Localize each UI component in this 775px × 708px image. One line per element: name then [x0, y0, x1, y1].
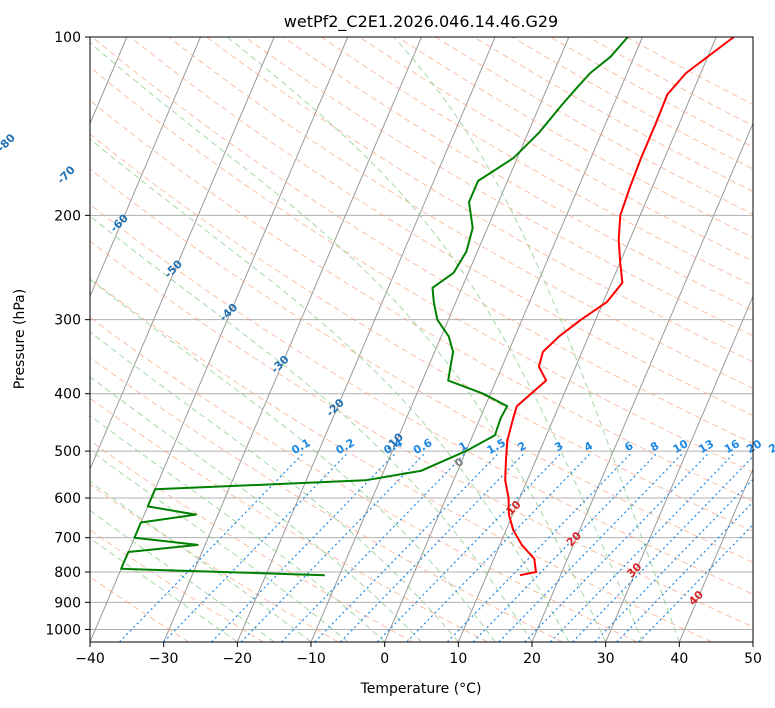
x-tick-label: 30	[597, 651, 615, 667]
y-tick-label: 200	[54, 208, 81, 224]
mixing-ratio-line	[638, 523, 753, 642]
mixing-ratio-line	[594, 478, 753, 642]
isotherm-line	[163, 37, 422, 642]
chart-title: wetPf2_C2E1.2026.046.14.46.G29	[284, 12, 558, 32]
moist-adiabat-line	[90, 215, 533, 642]
dry-adiabat-line	[90, 529, 264, 642]
x-tick-label: 10	[449, 651, 467, 667]
moist-adiabat-line	[90, 331, 459, 642]
isotherm-line	[384, 37, 643, 642]
mixing-ratio-line	[211, 453, 396, 642]
mixing-ratio-line	[524, 453, 709, 642]
x-tick-label: −40	[75, 651, 105, 667]
y-tick-label: 1000	[45, 622, 81, 638]
moist-adiabat-line	[90, 509, 275, 642]
x-tick-label: −10	[296, 651, 326, 667]
x-tick-label: 0	[380, 651, 389, 667]
plot-frame	[89, 36, 754, 643]
axis-ticks: −40 −30 −20 −10 0 10 20 30 40 50 100 200 300 400 500 60…	[45, 30, 762, 667]
dry-adiabat-line	[90, 483, 339, 642]
isotherm-line	[236, 37, 496, 642]
y-tick-label: 600	[54, 491, 81, 507]
y-tick-label: 700	[54, 531, 81, 547]
dry-adiabat-line	[130, 37, 753, 417]
x-tick-label: 50	[744, 651, 762, 667]
y-tick-label: 400	[54, 387, 81, 403]
isotherm-line	[678, 467, 753, 642]
mixing-ratio-line	[406, 453, 591, 642]
dry-adiabat-line	[90, 133, 753, 533]
data-lines	[120, 37, 735, 577]
y-axis-title: Pressure (hPa)	[12, 289, 28, 389]
y-tick-label: 900	[54, 595, 81, 611]
moist-adiabat-line	[90, 376, 422, 642]
mixing-ratio-line	[572, 455, 753, 642]
moist-adiabat-line	[90, 449, 349, 642]
dry-adiabat-line	[90, 240, 753, 628]
mixing-ratio-line	[281, 453, 466, 642]
x-tick-label: −30	[149, 651, 179, 667]
dry-adiabat-line	[244, 37, 753, 337]
mixing-ratio-line	[376, 453, 562, 642]
dry-adiabat-line	[90, 99, 753, 502]
mixing-ratio-line	[472, 453, 657, 642]
x-axis-title: Temperature (°C)	[360, 681, 482, 697]
mixing-ratio-line	[163, 453, 348, 642]
dry-adiabat-line	[90, 168, 753, 563]
mixing-ratio-line	[549, 453, 735, 642]
y-tick-label: 800	[54, 565, 81, 581]
mixing-ratio-line	[446, 453, 632, 642]
moist-adiabat-line	[90, 278, 496, 642]
mixing-ratio-line	[340, 453, 525, 642]
mixing-ratio-line	[119, 453, 304, 642]
isotherm-line	[531, 122, 753, 642]
moist-adiabat-line	[90, 537, 238, 642]
moist-adiabat-line	[227, 37, 643, 642]
x-tick-label: −20	[223, 651, 253, 667]
x-tick-label: 20	[523, 651, 541, 667]
mixing-ratio-line	[498, 453, 683, 642]
moist-adiabat-line	[90, 480, 312, 642]
dry-adiabat-line	[90, 203, 753, 595]
y-tick-label: 500	[54, 444, 81, 460]
dry-adiabat-line	[168, 37, 753, 389]
x-tick-label: 40	[670, 651, 688, 667]
dry-adiabat-line	[90, 356, 563, 642]
isotherm-line	[90, 37, 275, 471]
moist-adiabat-line	[90, 138, 570, 642]
isotherm-line	[457, 37, 717, 642]
temperature-line	[504, 37, 735, 577]
y-tick-label: 100	[54, 30, 81, 46]
dry-adiabat-line	[90, 316, 638, 642]
dry-adiabat-line	[282, 37, 753, 312]
mixing-ratio-line	[616, 501, 753, 642]
dry-adiabat-line	[90, 278, 712, 642]
mixing-ratio-line	[240, 453, 425, 642]
dewpoint-line	[120, 37, 629, 577]
moist-adiabat-line	[90, 415, 386, 642]
mixing-ratio-line	[314, 453, 499, 642]
y-tick-label: 300	[54, 313, 81, 329]
mixing-ratio-label: 25	[766, 437, 775, 456]
isotherm-line	[90, 37, 201, 298]
background-lines	[90, 37, 753, 642]
